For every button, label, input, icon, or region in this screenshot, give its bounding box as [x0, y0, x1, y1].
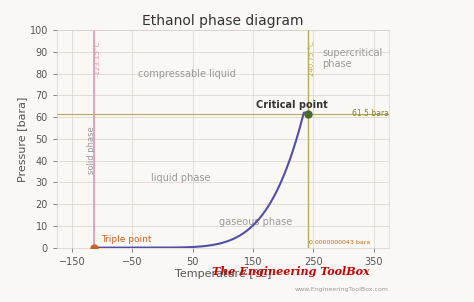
- Title: Ethanol phase diagram: Ethanol phase diagram: [142, 14, 303, 28]
- Text: 61.5 bara: 61.5 bara: [352, 109, 389, 118]
- Text: www.EngineeringToolBox.com: www.EngineeringToolBox.com: [295, 288, 389, 292]
- Text: compressable liquid: compressable liquid: [137, 69, 236, 79]
- Text: supercritical
phase: supercritical phase: [322, 48, 383, 69]
- Text: 240.75 °C: 240.75 °C: [309, 41, 315, 76]
- X-axis label: Temperature [°C]: Temperature [°C]: [174, 269, 271, 279]
- Text: Triple point: Triple point: [101, 235, 151, 244]
- Text: Critical point: Critical point: [256, 100, 328, 110]
- Text: solid phase: solid phase: [87, 126, 96, 174]
- Text: The Engineering ToolBox: The Engineering ToolBox: [212, 266, 370, 277]
- Y-axis label: Pressure [bara]: Pressure [bara]: [17, 96, 27, 182]
- Text: liquid phase: liquid phase: [151, 173, 210, 183]
- Text: gaseous phase: gaseous phase: [219, 217, 292, 226]
- Text: -123.15°C: -123.15°C: [94, 41, 100, 76]
- Text: 0.0000000043 bara: 0.0000000043 bara: [309, 240, 370, 246]
